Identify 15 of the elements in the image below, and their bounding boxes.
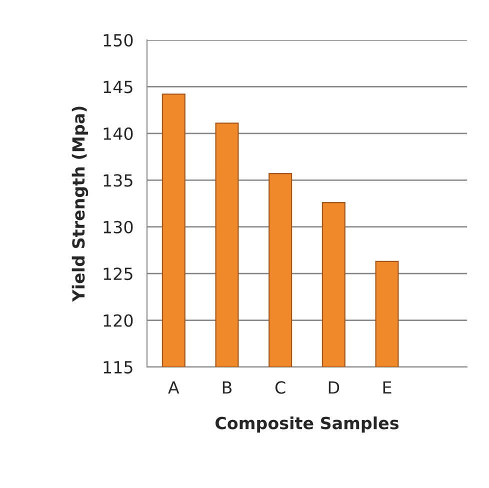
x-tick-label: A bbox=[168, 381, 180, 394]
y-tick-label: 140 bbox=[104, 127, 133, 140]
y-tick-label: 135 bbox=[104, 174, 132, 187]
x-tick-label: D bbox=[328, 381, 340, 394]
y-tick-label: 130 bbox=[104, 220, 133, 234]
y-tick-label: 120 bbox=[104, 314, 133, 327]
x-axis-title: Composite Samples bbox=[216, 416, 399, 433]
x-tick-label: C bbox=[275, 381, 286, 394]
y-tick-label: 150 bbox=[104, 34, 133, 47]
x-tick-label: E bbox=[383, 381, 392, 394]
y-tick-label: 115 bbox=[104, 361, 132, 374]
y-tick-label: 125 bbox=[104, 268, 132, 280]
y-tick-label: 145 bbox=[104, 80, 132, 94]
y-axis-title: Yield Strength (Mpa) bbox=[72, 106, 88, 302]
x-tick-label: B bbox=[222, 381, 232, 394]
